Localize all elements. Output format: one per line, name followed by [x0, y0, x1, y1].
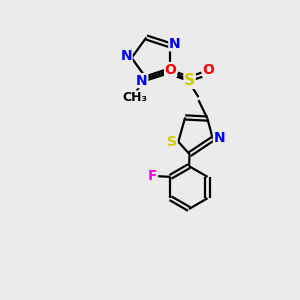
Text: N: N: [169, 37, 181, 51]
Text: N: N: [120, 50, 132, 63]
Text: N: N: [136, 74, 148, 88]
Text: N: N: [214, 131, 225, 145]
Text: O: O: [203, 62, 214, 76]
Text: F: F: [148, 169, 158, 183]
Text: S: S: [184, 73, 195, 88]
Text: O: O: [165, 62, 176, 76]
Text: S: S: [167, 135, 177, 149]
Text: CH₃: CH₃: [123, 91, 148, 104]
